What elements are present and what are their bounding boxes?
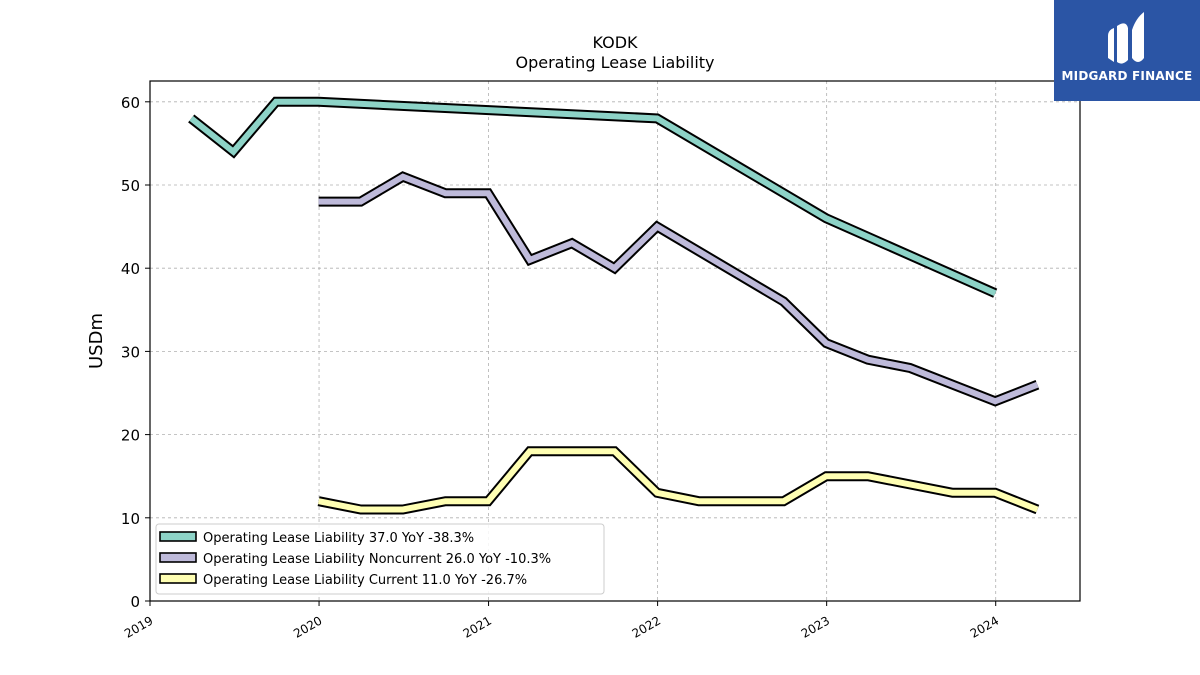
- legend-entry: Operating Lease Liability 37.0 YoY -38.3…: [203, 531, 474, 546]
- x-tick-label: 2024: [968, 613, 1001, 640]
- legend: Operating Lease Liability 37.0 YoY -38.3…: [155, 523, 605, 595]
- plot-frame: [149, 80, 1081, 602]
- x-tick-label: 2019: [122, 613, 155, 640]
- y-tick-label: 20: [121, 427, 140, 445]
- series-line-outline: [318, 171, 1040, 407]
- x-tick-label: 2021: [461, 613, 494, 640]
- x-tick-label: 2022: [630, 613, 663, 640]
- y-axis-label: USDm: [86, 313, 107, 369]
- y-tick-label: 30: [121, 343, 140, 361]
- chart-title: KODK: [592, 33, 638, 52]
- y-tick-label: 50: [121, 177, 140, 195]
- legend-entry: Operating Lease Liability Current 11.0 Y…: [203, 573, 527, 588]
- series-line-outline: [188, 96, 998, 298]
- brand-logo: MIDGARD FINANCE: [1054, 0, 1200, 101]
- series-line: [189, 98, 997, 296]
- y-tick-label: 60: [121, 94, 140, 112]
- legend-entry: Operating Lease Liability Noncurrent 26.…: [203, 552, 551, 567]
- chart-subtitle: Operating Lease Liability: [515, 53, 714, 72]
- midgard-logo-icon: [1108, 12, 1144, 64]
- logo-text: MIDGARD FINANCE: [1061, 69, 1193, 83]
- x-tick-label: 2023: [799, 613, 832, 640]
- grid: [149, 81, 1080, 602]
- series-line-outline: [317, 446, 1040, 515]
- series-line: [318, 448, 1039, 513]
- legend-box: [155, 523, 605, 595]
- y-tick-label: 40: [121, 260, 140, 278]
- y-tick-label: 0: [130, 593, 140, 611]
- legend-swatch: [159, 531, 197, 542]
- y-tick-label: 10: [121, 510, 140, 528]
- series-group: [188, 96, 1040, 515]
- x-tick-label: 2020: [291, 613, 324, 640]
- legend-swatch: [159, 573, 197, 584]
- legend-swatch: [159, 552, 197, 563]
- series-line: [318, 173, 1039, 405]
